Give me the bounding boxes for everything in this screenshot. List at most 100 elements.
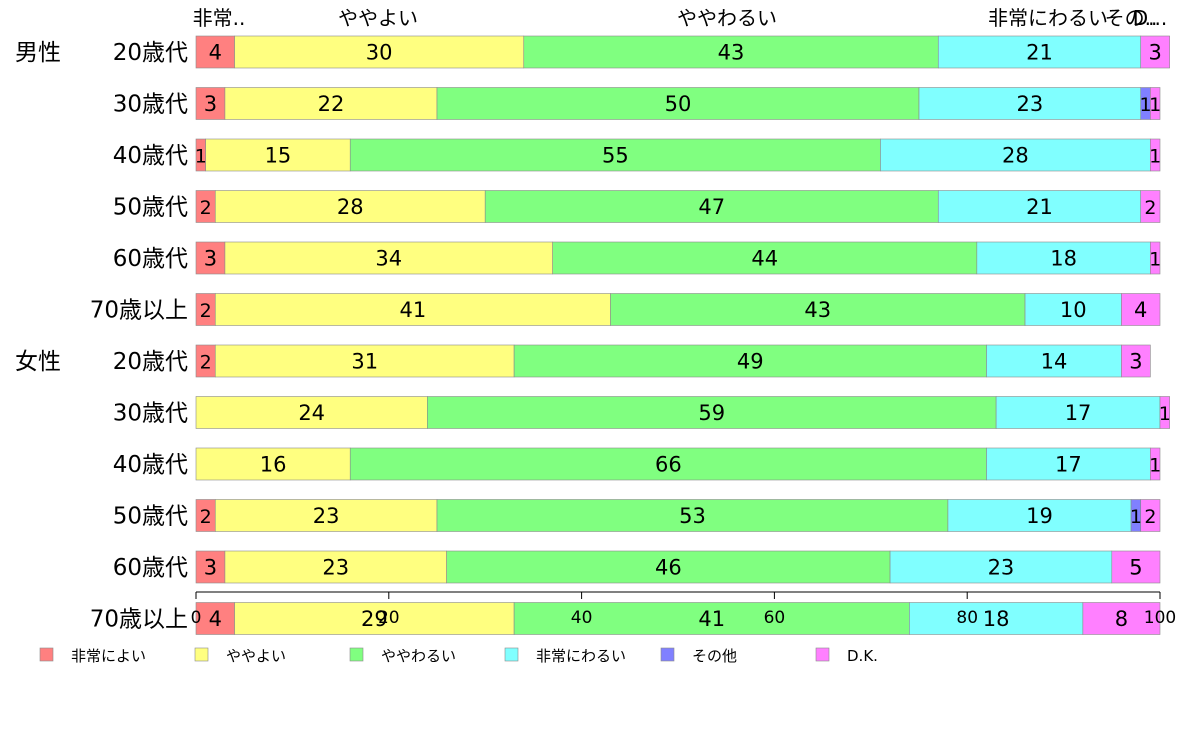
row-label: 40歳代	[113, 143, 188, 169]
bar-segment	[1140, 190, 1161, 223]
data-label: 1	[1149, 94, 1161, 116]
data-label: 3	[204, 247, 217, 271]
data-label: 18	[1050, 247, 1077, 271]
data-label: 24	[298, 401, 325, 425]
bar-segment	[889, 550, 1113, 584]
row-labels: 20歳代 30歳代 40歳代 50歳代 60歳代 70歳以上 20歳代 30歳代 40歳代 50歳…	[15, 40, 188, 633]
legend-label: D.K.	[847, 647, 878, 665]
bar-segment	[234, 602, 515, 635]
data-label: 28	[337, 195, 364, 219]
bar-segment	[1150, 241, 1161, 275]
bar-segment	[205, 138, 351, 172]
top-label: 非常にわるい	[988, 6, 1108, 30]
x-tick-label: 80	[956, 608, 978, 628]
top-label: その..	[1105, 6, 1158, 30]
data-label: 1	[1159, 403, 1171, 425]
bar-segment	[436, 87, 920, 120]
data-label: 1	[1149, 249, 1161, 271]
data-label: 1	[1130, 506, 1142, 528]
bar-segment	[986, 447, 1151, 481]
data-label: 22	[318, 92, 345, 116]
bar-segment	[1150, 138, 1161, 172]
data-label: 29	[361, 607, 388, 631]
legend: 非常によい ややよい ややわるい 非常にわるい その他 D.K.	[39, 647, 878, 665]
data-label: 66	[655, 453, 682, 477]
legend-swatch	[815, 647, 830, 662]
data-label: 49	[737, 350, 764, 374]
bar-segment	[986, 344, 1122, 378]
bar-segment	[234, 35, 525, 69]
data-label: 19	[1026, 504, 1053, 528]
x-tick-label: 40	[571, 608, 593, 628]
row-label: 20歳代	[113, 40, 188, 66]
data-label: 4	[209, 607, 222, 631]
data-label: 10	[1060, 298, 1087, 322]
data-label: 41	[698, 607, 725, 631]
bar-segment	[937, 190, 1142, 223]
data-label: 43	[804, 298, 831, 322]
bar-segment	[224, 87, 438, 120]
data-label: 53	[679, 504, 706, 528]
bar-segment	[224, 241, 553, 275]
bar-segment	[552, 241, 978, 275]
group-label: 女性	[15, 349, 61, 375]
data-label: 41	[400, 298, 427, 322]
bar-segment	[349, 138, 881, 172]
bar-segment	[1150, 447, 1161, 481]
data-label: 50	[665, 92, 692, 116]
data-label: 2	[200, 506, 212, 528]
top-label: D...	[1133, 6, 1167, 30]
row-label: 40歳代	[113, 452, 188, 478]
bar-segment	[195, 602, 235, 635]
data-label: 2	[200, 300, 212, 322]
legend-swatch	[504, 647, 519, 662]
x-tick-label: 0	[191, 608, 202, 628]
data-label: 46	[655, 556, 682, 580]
data-label: 1	[1139, 94, 1151, 116]
bar-segment	[195, 447, 351, 481]
x-axis: 0 20 40 60 80 100	[191, 591, 1176, 628]
legend-label: 非常によい	[71, 647, 146, 665]
data-label: 21	[1026, 41, 1053, 65]
data-label: 23	[1016, 92, 1043, 116]
data-label: 1	[1149, 455, 1161, 477]
bar-segment	[995, 396, 1161, 429]
data-label: 3	[1129, 350, 1142, 374]
data-label: 43	[718, 41, 745, 65]
data-label: 55	[602, 144, 629, 168]
bar-segment	[1111, 550, 1161, 584]
bar-segment	[1140, 499, 1161, 532]
data-label: 59	[698, 401, 725, 425]
bar-segment	[195, 87, 226, 120]
data-label: 21	[1026, 195, 1053, 219]
legend-label: 非常にわるい	[536, 647, 626, 665]
bar-segment	[214, 293, 611, 326]
bar-segment	[427, 396, 997, 429]
row-label: 50歳代	[113, 195, 188, 221]
bar-segment	[1024, 293, 1122, 326]
data-label: 23	[988, 556, 1015, 580]
top-label: ややわるい	[677, 6, 777, 30]
data-label: 5	[1129, 556, 1142, 580]
data-label: 34	[375, 247, 402, 271]
data-label: 3	[1148, 41, 1161, 65]
data-label: 30	[366, 41, 393, 65]
legend-label: その他	[692, 647, 737, 665]
data-label: 17	[1065, 401, 1092, 425]
row-label: 70歳以上	[90, 298, 188, 324]
data-label: 14	[1041, 350, 1068, 374]
row-label: 50歳代	[113, 504, 188, 530]
data-label: 18	[983, 607, 1010, 631]
data-label: 47	[698, 195, 725, 219]
top-label: 非常..	[193, 6, 246, 30]
x-tick-label: 20	[378, 608, 400, 628]
bar-segment	[214, 344, 515, 378]
bar-segment	[1121, 293, 1161, 326]
bar-segment	[880, 138, 1151, 172]
data-label: 16	[260, 453, 287, 477]
legend-label: ややわるい	[381, 647, 456, 665]
row-label: 70歳以上	[90, 607, 188, 633]
data-label: 3	[204, 92, 217, 116]
x-tick-label: 100	[1144, 608, 1176, 628]
bar-segment	[513, 602, 910, 635]
